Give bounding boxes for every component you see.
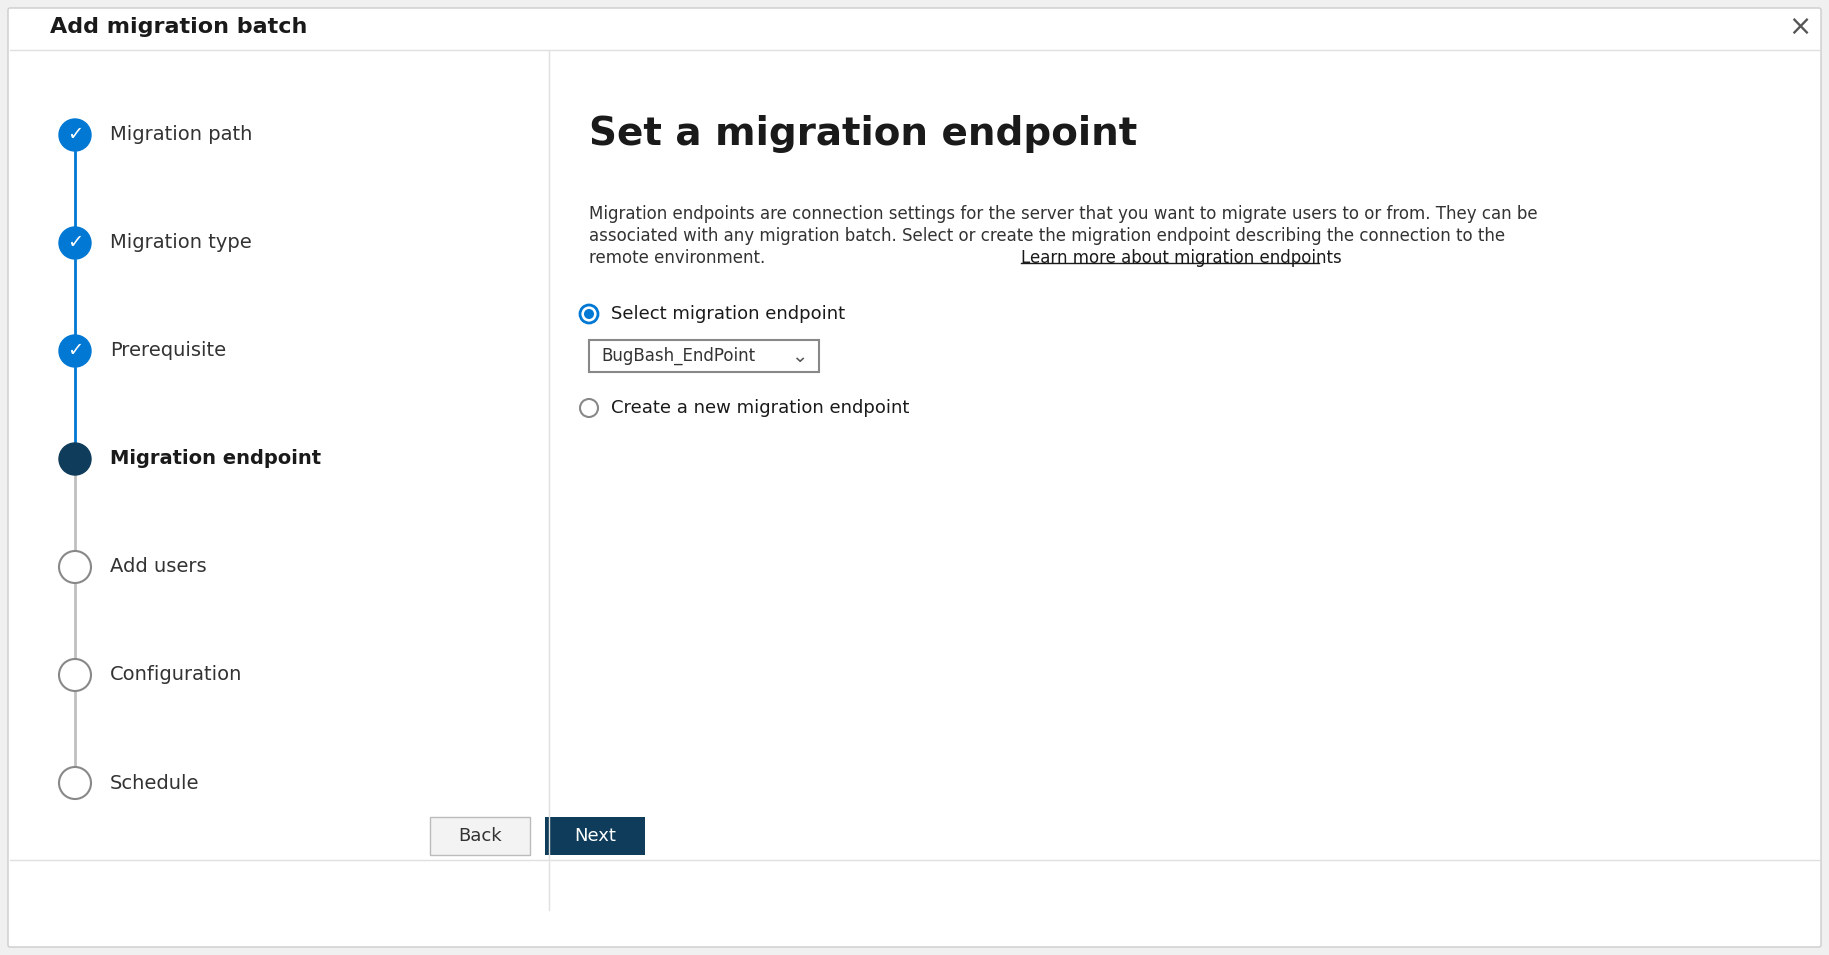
Text: Configuration: Configuration	[110, 666, 243, 685]
Text: Migration endpoints are connection settings for the server that you want to migr: Migration endpoints are connection setti…	[589, 205, 1538, 223]
FancyBboxPatch shape	[9, 10, 1820, 50]
Text: Add migration batch: Add migration batch	[49, 17, 307, 37]
FancyBboxPatch shape	[430, 817, 530, 855]
Text: remote environment.: remote environment.	[589, 249, 765, 267]
Text: BugBash_EndPoint: BugBash_EndPoint	[602, 347, 755, 365]
FancyBboxPatch shape	[545, 817, 646, 855]
Text: Migration type: Migration type	[110, 234, 252, 252]
Circle shape	[580, 399, 598, 417]
Text: ×: ×	[1789, 13, 1813, 41]
Text: Back: Back	[459, 827, 501, 845]
Circle shape	[59, 119, 91, 151]
Text: Prerequisite: Prerequisite	[110, 342, 227, 360]
Circle shape	[59, 659, 91, 691]
Text: Learn more about migration endpoints: Learn more about migration endpoints	[1021, 249, 1342, 267]
FancyBboxPatch shape	[9, 50, 549, 910]
Text: Create a new migration endpoint: Create a new migration endpoint	[611, 399, 909, 417]
Circle shape	[59, 443, 91, 475]
Circle shape	[580, 305, 598, 323]
Text: associated with any migration batch. Select or create the migration endpoint des: associated with any migration batch. Sel…	[589, 227, 1505, 245]
FancyBboxPatch shape	[589, 340, 819, 372]
Text: Migration path: Migration path	[110, 125, 252, 144]
Text: Schedule: Schedule	[110, 774, 199, 793]
Text: ✓: ✓	[68, 234, 82, 252]
Text: Migration endpoint: Migration endpoint	[110, 450, 322, 469]
Circle shape	[59, 227, 91, 259]
Text: Set a migration endpoint: Set a migration endpoint	[589, 115, 1138, 153]
Text: ✓: ✓	[68, 342, 82, 360]
Circle shape	[59, 551, 91, 583]
Text: ⌄: ⌄	[790, 347, 807, 366]
Text: ✓: ✓	[68, 125, 82, 144]
Text: Next: Next	[574, 827, 616, 845]
Text: Add users: Add users	[110, 558, 207, 577]
Text: Select migration endpoint: Select migration endpoint	[611, 305, 845, 323]
Circle shape	[583, 309, 594, 319]
Circle shape	[59, 335, 91, 367]
Circle shape	[59, 767, 91, 799]
FancyBboxPatch shape	[7, 8, 1822, 947]
